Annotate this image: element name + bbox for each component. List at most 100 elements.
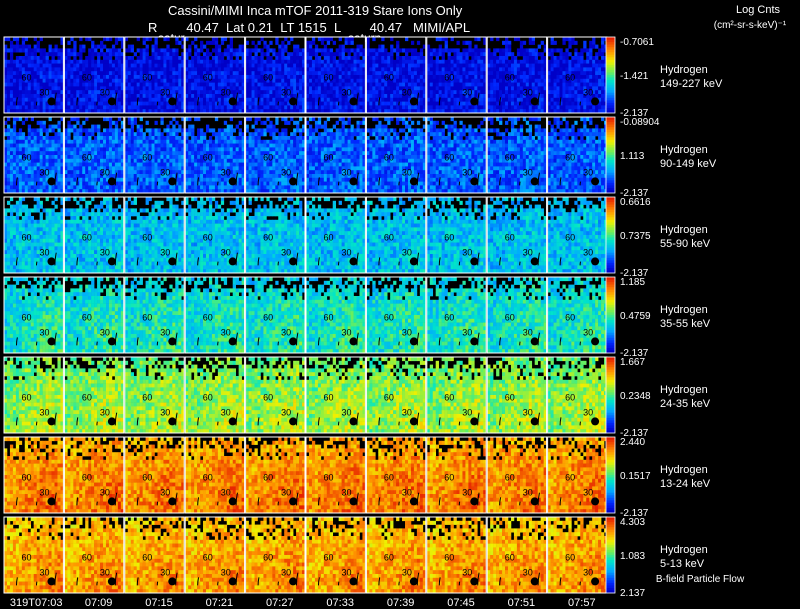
pixel-cell xyxy=(441,75,445,80)
pixel-cell xyxy=(595,82,599,87)
pixel-cell xyxy=(166,44,170,49)
pixel-cell xyxy=(275,52,279,57)
pixel-cell xyxy=(232,162,236,167)
pixel-cell xyxy=(429,52,434,57)
pixel-cell xyxy=(33,166,37,171)
pixel-cell xyxy=(281,75,285,80)
pixel-cell xyxy=(229,48,234,53)
pixel-cell xyxy=(103,109,107,114)
pixel-cell xyxy=(296,109,300,114)
pixel-cell xyxy=(598,63,602,68)
pixel-cell xyxy=(278,94,282,99)
pixel-cell xyxy=(33,52,37,57)
pixel-cell xyxy=(335,75,339,80)
pixel-cell xyxy=(372,59,376,64)
pixel-cell xyxy=(390,44,394,49)
pixel-cell xyxy=(263,86,267,91)
pixel-cell xyxy=(9,166,14,171)
pixel-cell xyxy=(208,40,213,45)
pixel-cell xyxy=(260,71,264,76)
pixel-cell xyxy=(396,63,400,68)
pixel-cell xyxy=(9,128,14,133)
pixel-cell xyxy=(329,90,334,95)
pixel-cell xyxy=(595,44,599,49)
pixel-cell xyxy=(124,181,129,186)
pixel-cell xyxy=(287,56,291,61)
pixel-cell xyxy=(51,52,55,57)
pixel-cell xyxy=(148,166,152,171)
pixel-cell xyxy=(94,82,98,87)
pixel-cell xyxy=(531,82,536,87)
pixel-cell xyxy=(6,177,11,182)
pixel-cell xyxy=(42,82,46,87)
pixel-cell xyxy=(91,189,95,194)
pixel-cell xyxy=(435,59,439,64)
pixel-cell xyxy=(148,75,152,80)
pixel-cell xyxy=(284,56,288,61)
pixel-cell xyxy=(91,90,95,95)
pixel-cell xyxy=(378,105,382,110)
pixel-cell xyxy=(197,174,201,179)
pixel-cell xyxy=(191,170,195,175)
pixel-cell xyxy=(550,37,554,42)
pixel-cell xyxy=(381,48,385,53)
pixel-cell xyxy=(203,155,207,160)
pixel-cell xyxy=(350,59,354,64)
pixel-cell xyxy=(347,63,351,68)
pixel-cell xyxy=(441,82,445,87)
pixel-cell xyxy=(142,56,146,61)
pixel-cell xyxy=(172,105,176,110)
pixel-cell xyxy=(513,78,518,83)
pixel-cell xyxy=(550,97,554,102)
pixel-cell xyxy=(73,52,77,57)
pixel-cell xyxy=(399,82,403,87)
pixel-cell xyxy=(166,94,170,99)
pixel-cell xyxy=(516,52,521,57)
pixel-cell xyxy=(601,44,605,49)
pixel-cell xyxy=(42,90,46,95)
pixel-cell xyxy=(85,78,89,83)
pixel-cell xyxy=(540,101,544,106)
pixel-cell xyxy=(260,105,264,110)
pixel-cell xyxy=(27,56,32,61)
pixel-cell xyxy=(48,166,52,171)
pixel-cell xyxy=(308,90,313,95)
pixel-cell xyxy=(12,94,17,99)
pixel-cell xyxy=(208,155,213,160)
pixel-cell xyxy=(302,90,306,95)
pixel-cell xyxy=(583,78,587,83)
pixel-cell xyxy=(507,101,512,106)
pixel-cell xyxy=(562,82,566,87)
pixel-cell xyxy=(238,139,242,144)
pixel-cell xyxy=(163,37,167,42)
pixel-cell xyxy=(73,181,77,186)
pixel-cell xyxy=(205,59,210,64)
pixel-cell xyxy=(426,94,431,99)
pixel-cell xyxy=(459,86,463,91)
pixel-cell xyxy=(444,71,448,76)
pixel-cell xyxy=(369,67,373,72)
pixel-cell xyxy=(18,101,23,106)
pixel-cell xyxy=(583,63,587,68)
pixel-cell xyxy=(100,67,104,72)
pixel-cell xyxy=(185,147,189,152)
pixel-cell xyxy=(85,147,89,152)
pixel-cell xyxy=(15,109,20,114)
pixel-cell xyxy=(142,71,146,76)
pixel-cell xyxy=(281,71,285,76)
pixel-cell xyxy=(407,78,412,83)
pixel-cell xyxy=(188,67,192,72)
pixel-cell xyxy=(214,75,219,80)
pixel-cell xyxy=(175,143,179,148)
pixel-cell xyxy=(513,63,518,68)
pixel-cell xyxy=(57,155,61,160)
pixel-cell xyxy=(477,82,481,87)
pixel-cell xyxy=(103,44,107,49)
pixel-cell xyxy=(493,86,497,91)
pixel-cell xyxy=(178,185,182,190)
pixel-cell xyxy=(67,147,71,152)
pixel-cell xyxy=(172,67,176,72)
pixel-cell xyxy=(172,117,176,122)
pixel-cell xyxy=(194,97,198,102)
